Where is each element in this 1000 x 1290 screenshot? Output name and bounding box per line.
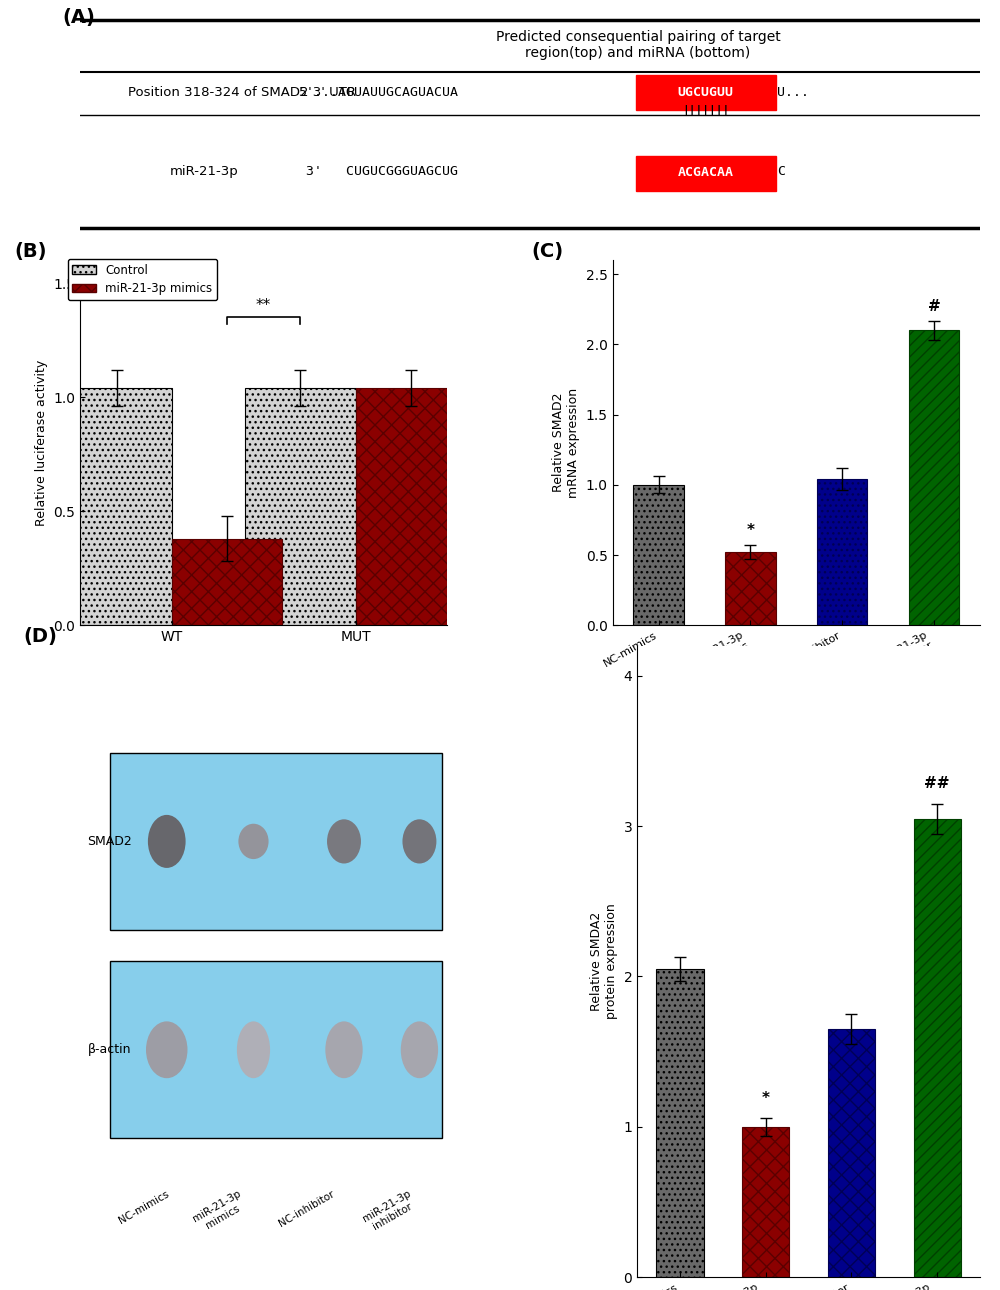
Bar xyxy=(909,330,959,626)
Bar xyxy=(742,1126,789,1277)
Bar xyxy=(817,480,867,626)
Ellipse shape xyxy=(401,1022,438,1078)
Text: miR-21-3p
inhibitor: miR-21-3p inhibitor xyxy=(361,1188,418,1235)
Bar xyxy=(62,388,172,626)
Ellipse shape xyxy=(148,815,186,868)
Text: miR-21-3p
mimics: miR-21-3p mimics xyxy=(191,1188,248,1235)
Text: (B): (B) xyxy=(14,243,46,261)
Text: 5'...AGUAUUGCAGUACUA: 5'...AGUAUUGCAGUACUA xyxy=(298,86,458,99)
Text: NC-mimics: NC-mimics xyxy=(117,1188,171,1226)
Text: NC-inhibitor: NC-inhibitor xyxy=(277,1188,336,1228)
Bar xyxy=(914,819,961,1277)
Bar xyxy=(633,485,684,626)
Bar xyxy=(828,1029,875,1277)
Text: (C): (C) xyxy=(532,243,564,261)
Bar xyxy=(656,969,704,1277)
Bar xyxy=(725,552,776,626)
Text: **: ** xyxy=(256,298,271,312)
FancyBboxPatch shape xyxy=(636,156,776,191)
Text: miR-21-3p: miR-21-3p xyxy=(170,165,239,178)
Ellipse shape xyxy=(402,819,436,863)
FancyBboxPatch shape xyxy=(110,753,442,930)
Text: UGCUGUU: UGCUGUU xyxy=(678,86,734,99)
Text: SMAD2: SMAD2 xyxy=(88,835,132,848)
Ellipse shape xyxy=(325,1022,363,1078)
Text: U...: U... xyxy=(778,86,810,99)
Legend: Control, miR-21-3p mimics: Control, miR-21-3p mimics xyxy=(68,259,217,301)
Text: |||||||: ||||||| xyxy=(682,104,729,116)
Text: 3'   CUGUCGGGUAGCUG: 3' CUGUCGGGUAGCUG xyxy=(306,165,458,178)
Text: *: * xyxy=(746,524,754,538)
Text: #: # xyxy=(928,298,940,313)
Y-axis label: Relative SMAD2
mRNA expression: Relative SMAD2 mRNA expression xyxy=(552,388,580,498)
FancyBboxPatch shape xyxy=(110,961,442,1138)
Text: (D): (D) xyxy=(23,627,57,646)
FancyBboxPatch shape xyxy=(636,75,776,111)
Text: Predicted consequential pairing of target
region(top) and miRNA (bottom): Predicted consequential pairing of targe… xyxy=(496,30,780,59)
Ellipse shape xyxy=(238,824,269,859)
Y-axis label: Relative luciferase activity: Relative luciferase activity xyxy=(35,360,48,526)
Text: Position 318-324 of SMAD2 3' UTR: Position 318-324 of SMAD2 3' UTR xyxy=(128,86,356,99)
Bar xyxy=(245,388,356,626)
Text: C: C xyxy=(778,165,786,178)
Text: ##: ## xyxy=(924,777,950,792)
Text: *: * xyxy=(762,1091,770,1106)
Text: (A): (A) xyxy=(62,8,95,27)
Text: ACGACAA: ACGACAA xyxy=(678,166,734,179)
Y-axis label: Relative SMDA2
protein expression: Relative SMDA2 protein expression xyxy=(590,903,618,1019)
Bar xyxy=(172,538,282,626)
Text: β-actin: β-actin xyxy=(88,1044,131,1057)
Ellipse shape xyxy=(237,1022,270,1078)
Ellipse shape xyxy=(146,1022,187,1078)
Bar xyxy=(356,388,466,626)
Ellipse shape xyxy=(327,819,361,863)
